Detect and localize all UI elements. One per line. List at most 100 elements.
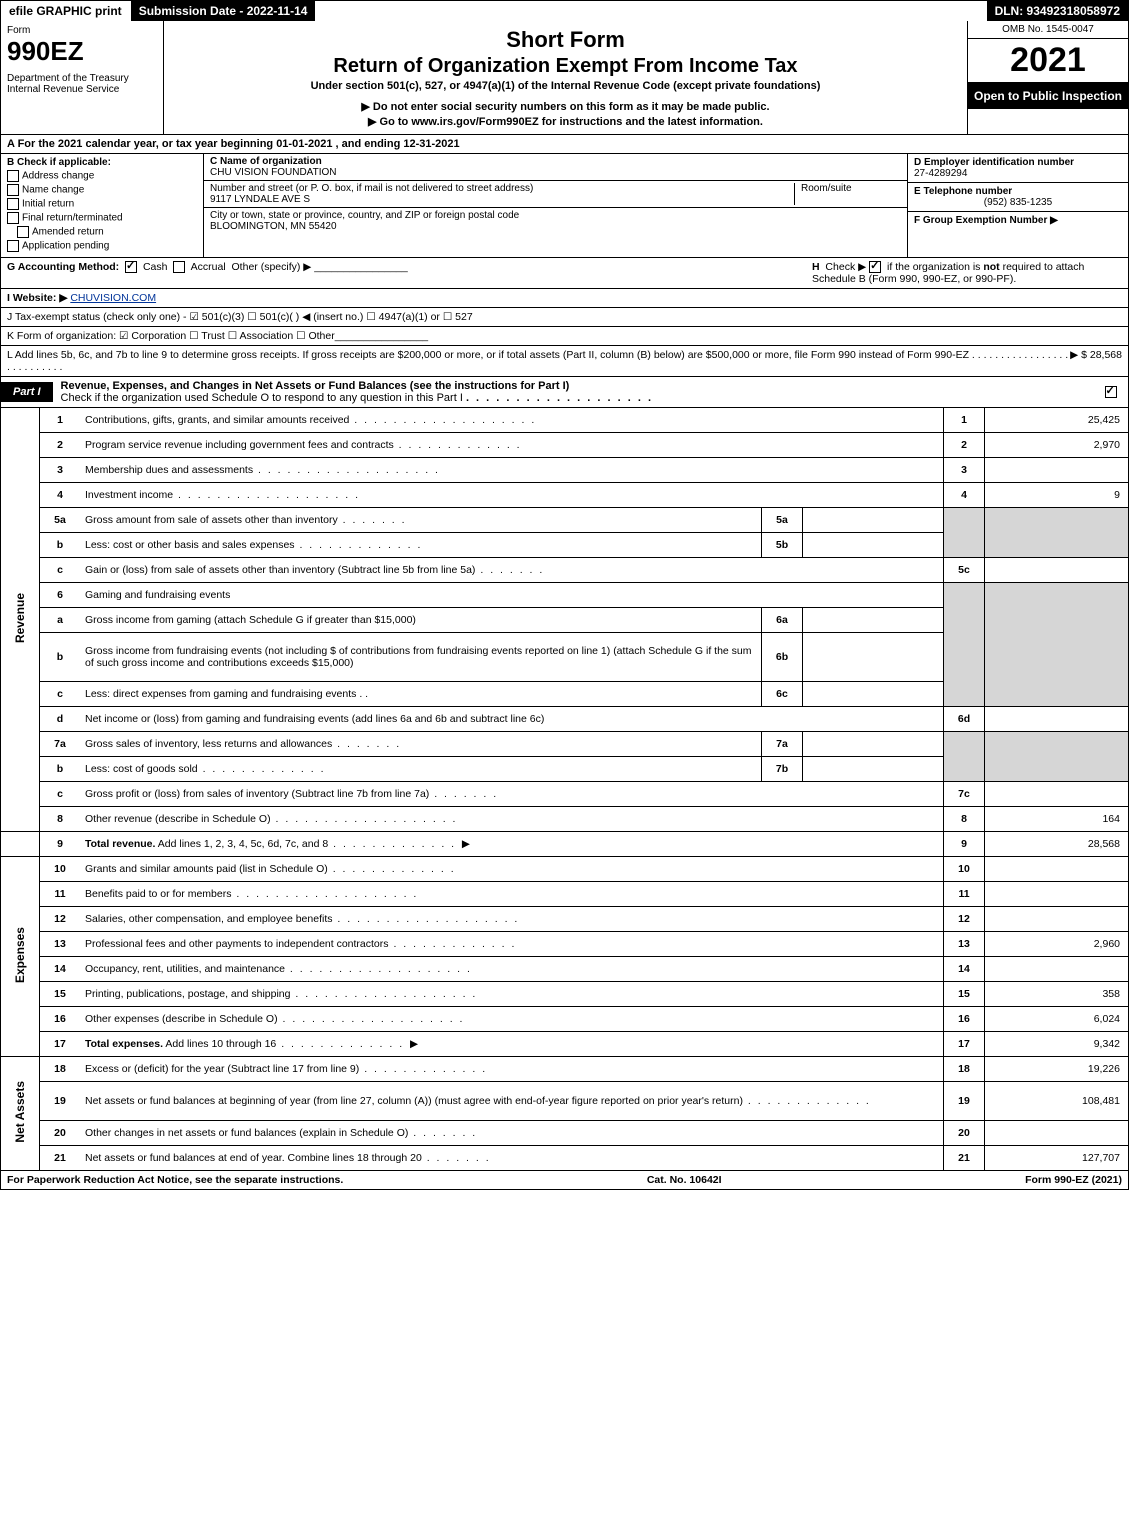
ln-17-colno: 17 (944, 1032, 985, 1057)
ln-3-val (985, 458, 1129, 483)
ln-9-colno: 9 (944, 832, 985, 857)
lbl-amended-return: Amended return (32, 227, 104, 238)
g-label: G Accounting Method: (7, 261, 119, 273)
ln-6-no: 6 (40, 583, 81, 608)
ln-6b-no: b (40, 633, 81, 682)
sidecat-expenses: Expenses (1, 857, 40, 1057)
chk-name-change[interactable] (7, 184, 19, 196)
ln-6a-subval (803, 608, 944, 633)
goto-link[interactable]: ▶ Go to www.irs.gov/Form990EZ for instru… (368, 116, 763, 128)
section-b-checkboxes: B Check if applicable: Address change Na… (1, 154, 204, 257)
ln-5c-desc: Gain or (loss) from sale of assets other… (80, 558, 944, 583)
lbl-final-return: Final return/terminated (22, 213, 123, 224)
chk-accrual[interactable] (173, 261, 185, 273)
ln-1-desc: Contributions, gifts, grants, and simila… (80, 408, 944, 433)
ln-11-val (985, 882, 1129, 907)
row-k-org-form: K Form of organization: ☑ Corporation ☐ … (1, 327, 1128, 346)
row-g-h: G Accounting Method: Cash Accrual Other … (1, 258, 1128, 289)
ln-13-desc: Professional fees and other payments to … (80, 932, 944, 957)
chk-initial-return[interactable] (7, 198, 19, 210)
chk-cash[interactable] (125, 261, 137, 273)
ln-7c-no: c (40, 782, 81, 807)
cat-no: Cat. No. 10642I (647, 1174, 722, 1186)
ln-3-colno: 3 (944, 458, 985, 483)
ln-16-colno: 16 (944, 1007, 985, 1032)
lbl-cash: Cash (143, 261, 168, 273)
ln-5b-subno: 5b (762, 533, 803, 558)
ln-7c-desc: Gross profit or (loss) from sales of inv… (80, 782, 944, 807)
ln-15-no: 15 (40, 982, 81, 1007)
ln-5b-no: b (40, 533, 81, 558)
ln-7ab-shade-val (985, 732, 1129, 782)
ln-8-val: 164 (985, 807, 1129, 832)
ln-5a-subno: 5a (762, 508, 803, 533)
header-left: Form 990EZ Department of the Treasury In… (1, 21, 164, 134)
part1-title: Revenue, Expenses, and Changes in Net As… (53, 377, 1096, 407)
ln-3-desc: Membership dues and assessments (80, 458, 944, 483)
l-text: L Add lines 5b, 6c, and 7b to line 9 to … (7, 349, 969, 361)
ln-5b-desc: Less: cost or other basis and sales expe… (80, 533, 762, 558)
ln-7b-subval (803, 757, 944, 782)
f-group-row: F Group Exemption Number ▶ (908, 212, 1128, 257)
form-word: Form (7, 25, 30, 36)
ln-6a-subno: 6a (762, 608, 803, 633)
chk-final-return[interactable] (7, 212, 19, 224)
ln-12-colno: 12 (944, 907, 985, 932)
ln-15-val: 358 (985, 982, 1129, 1007)
ln-4-val: 9 (985, 483, 1129, 508)
ln-3-no: 3 (40, 458, 81, 483)
ln-5c-no: c (40, 558, 81, 583)
org-name: CHU VISION FOUNDATION (210, 167, 901, 178)
submission-date: Submission Date - 2022-11-14 (131, 1, 317, 21)
ln-5c-val (985, 558, 1129, 583)
ln-20-colno: 20 (944, 1121, 985, 1146)
org-street: 9117 LYNDALE AVE S (210, 194, 794, 205)
ln-1-val: 25,425 (985, 408, 1129, 433)
ln-7ab-shade (944, 732, 985, 782)
ln-7c-val (985, 782, 1129, 807)
ln-2-colno: 2 (944, 433, 985, 458)
ln-2-desc: Program service revenue including govern… (80, 433, 944, 458)
ln-7b-desc: Less: cost of goods sold (80, 757, 762, 782)
sidecat-rev-end (1, 832, 40, 857)
ln-11-colno: 11 (944, 882, 985, 907)
ln-6d-desc: Net income or (loss) from gaming and fun… (80, 707, 944, 732)
lbl-app-pending: Application pending (22, 241, 109, 252)
ln-20-no: 20 (40, 1121, 81, 1146)
ln-6a-desc: Gross income from gaming (attach Schedul… (80, 608, 762, 633)
ln-4-no: 4 (40, 483, 81, 508)
website-link[interactable]: CHUVISION.COM (70, 292, 156, 304)
chk-schedule-o[interactable] (1105, 386, 1117, 398)
ln-6b-subno: 6b (762, 633, 803, 682)
chk-amended-return[interactable] (17, 226, 29, 238)
efile-label[interactable]: efile GRAPHIC print (1, 1, 131, 21)
chk-address-change[interactable] (7, 170, 19, 182)
ln-8-desc: Other revenue (describe in Schedule O) (80, 807, 944, 832)
e-phone-row: E Telephone number (952) 835-1235 (908, 183, 1128, 212)
part1-label: Part I (1, 382, 53, 402)
c-city-row: City or town, state or province, country… (204, 208, 907, 257)
c-street-label: Number and street (or P. O. box, if mail… (210, 183, 794, 194)
ln-8-no: 8 (40, 807, 81, 832)
ln-6d-colno: 6d (944, 707, 985, 732)
part1-check-line: Check if the organization used Schedule … (61, 392, 463, 404)
ln-15-desc: Printing, publications, postage, and shi… (80, 982, 944, 1007)
ln-9-no: 9 (40, 832, 81, 857)
ln-7a-desc: Gross sales of inventory, less returns a… (80, 732, 762, 757)
f-group-label: F Group Exemption Number ▶ (914, 215, 1058, 226)
ln-7b-no: b (40, 757, 81, 782)
ln-5ab-shade (944, 508, 985, 558)
ln-21-no: 21 (40, 1146, 81, 1171)
chk-app-pending[interactable] (7, 240, 19, 252)
ln-17-desc: Total expenses. Add lines 10 through 16 … (80, 1032, 944, 1057)
part1-title-text: Revenue, Expenses, and Changes in Net As… (61, 380, 570, 392)
ln-14-desc: Occupancy, rent, utilities, and maintena… (80, 957, 944, 982)
page-footer: For Paperwork Reduction Act Notice, see … (1, 1171, 1128, 1189)
ln-13-val: 2,960 (985, 932, 1129, 957)
entity-block: B Check if applicable: Address change Na… (1, 154, 1128, 258)
chk-schedule-b[interactable] (869, 261, 881, 273)
c-name-row: C Name of organization CHU VISION FOUNDA… (204, 154, 907, 181)
ln-18-desc: Excess or (deficit) for the year (Subtra… (80, 1057, 944, 1082)
k-text: K Form of organization: ☑ Corporation ☐ … (7, 330, 335, 342)
c-city-label: City or town, state or province, country… (210, 210, 901, 221)
